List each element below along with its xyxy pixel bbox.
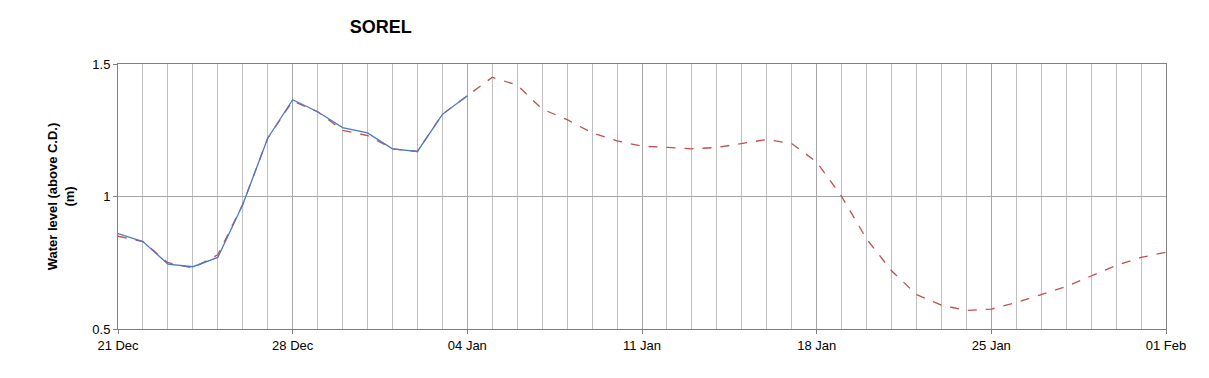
svg-text:01 Feb: 01 Feb (1146, 338, 1186, 353)
svg-text:21 Dec: 21 Dec (97, 338, 139, 353)
svg-text:Water level (above C.D.)(m): Water level (above C.D.)(m) (45, 123, 77, 271)
svg-text:18 Jan: 18 Jan (797, 338, 836, 353)
svg-text:1.5: 1.5 (92, 57, 110, 72)
svg-text:25 Jan: 25 Jan (972, 338, 1011, 353)
svg-text:SOREL: SOREL (350, 17, 412, 37)
svg-text:1: 1 (103, 189, 110, 204)
svg-text:11 Jan: 11 Jan (623, 338, 661, 353)
svg-text:04 Jan: 04 Jan (448, 338, 487, 353)
svg-text:0.5: 0.5 (92, 322, 110, 337)
svg-text:28 Dec: 28 Dec (272, 338, 314, 353)
